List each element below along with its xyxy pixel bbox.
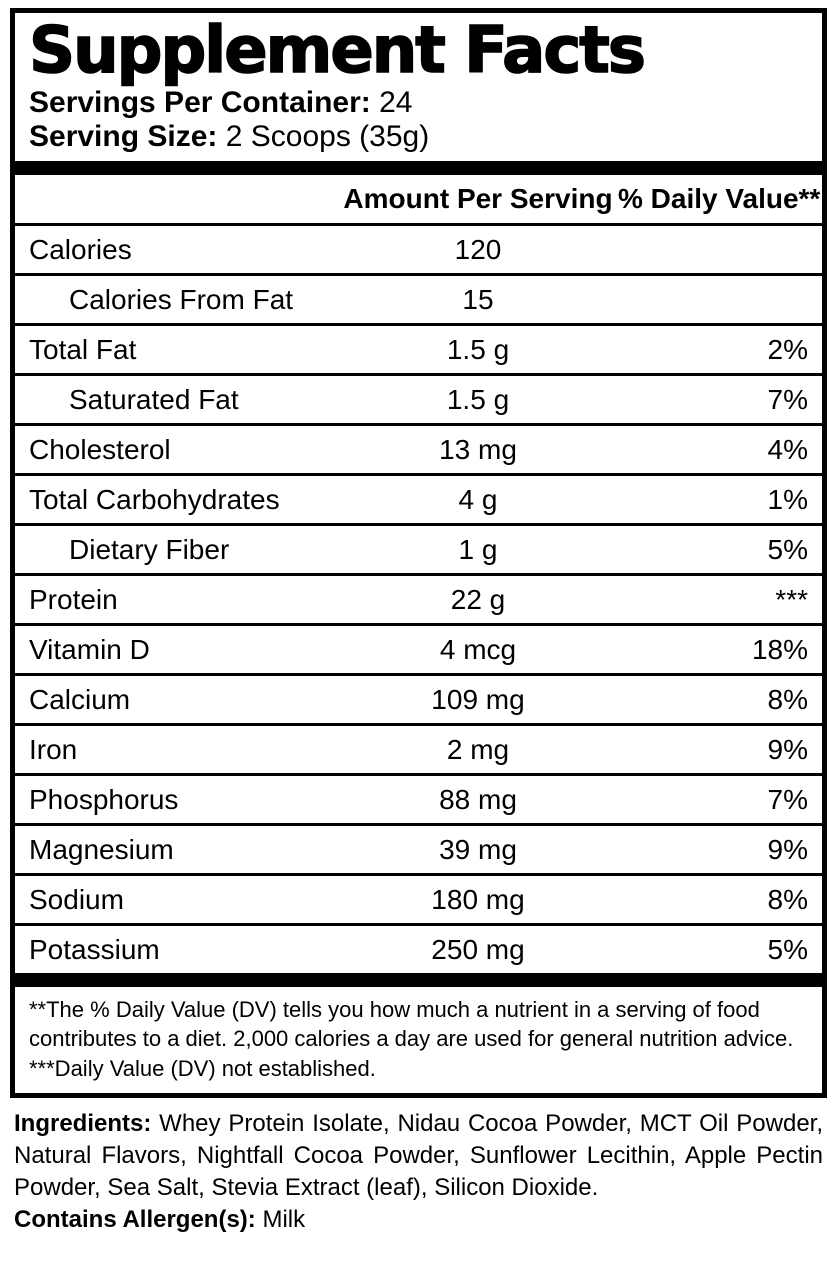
nutrient-rows: Calories 120 Calories From Fat 15 Total … xyxy=(15,223,822,973)
nutrient-daily-value: 4% xyxy=(767,433,808,465)
nutrient-name: Phosphorus xyxy=(29,783,179,815)
nutrient-name: Vitamin D xyxy=(29,633,150,665)
nutrient-amount: 22 g xyxy=(450,583,506,615)
nutrient-row: Phosphorus 88 mg 7% xyxy=(15,773,822,823)
nutrient-name: Dietary Fiber xyxy=(69,533,230,565)
nutrient-daily-value: 5% xyxy=(767,933,808,965)
thick-divider-top xyxy=(15,161,822,176)
nutrient-row: Total Carbohydrates 4 g 1% xyxy=(15,473,822,523)
nutrient-row: Calories 120 xyxy=(15,223,822,273)
allergens-label: Contains Allergen(s): xyxy=(14,1206,256,1234)
nutrient-daily-value: 9% xyxy=(767,833,808,865)
nutrient-amount: 2 mg xyxy=(446,733,510,765)
nutrient-amount: 39 mg xyxy=(439,833,517,865)
nutrient-name: Total Carbohydrates xyxy=(29,483,280,515)
nutrient-row: Calories From Fat 15 xyxy=(15,273,822,323)
ingredients-section: Ingredients: Whey Protein Isolate, Nidau… xyxy=(14,1108,823,1237)
nutrient-name: Cholesterol xyxy=(29,433,171,465)
nutrient-amount: 109 mg xyxy=(431,683,525,715)
nutrient-name: Total Fat xyxy=(29,333,137,365)
nutrient-row: Vitamin D 4 mcg 18% xyxy=(15,623,822,673)
column-header-row: Amount Per Serving % Daily Value** xyxy=(15,175,822,223)
nutrient-amount: 1.5 g xyxy=(446,333,510,365)
nutrient-daily-value: 18% xyxy=(751,633,808,665)
nutrient-daily-value: 5% xyxy=(767,533,808,565)
nutrient-row: Iron 2 mg 9% xyxy=(15,723,822,773)
ingredients-text: Ingredients: Whey Protein Isolate, Nidau… xyxy=(14,1108,823,1204)
ingredients-list: Whey Protein Isolate, Nidau Cocoa Powder… xyxy=(14,1109,823,1201)
nutrient-amount: 15 xyxy=(462,283,494,315)
nutrient-amount: 250 mg xyxy=(431,933,525,965)
supplement-facts-panel: Supplement Facts Servings Per Container:… xyxy=(10,8,827,1098)
serving-size-label: Serving Size: xyxy=(29,119,218,153)
footnotes: **The % Daily Value (DV) tells you how m… xyxy=(15,987,822,1092)
footnote-not-established: ***Daily Value (DV) not established. xyxy=(29,1055,376,1081)
nutrient-daily-value: 2% xyxy=(767,333,808,365)
nutrient-row: Protein 22 g *** xyxy=(15,573,822,623)
nutrient-row: Total Fat 1.5 g 2% xyxy=(15,323,822,373)
nutrient-name: Protein xyxy=(29,583,118,615)
nutrient-name: Saturated Fat xyxy=(69,383,239,415)
nutrient-amount: 13 mg xyxy=(439,433,517,465)
nutrient-amount: 4 g xyxy=(458,483,498,515)
nutrient-daily-value: *** xyxy=(775,583,808,615)
column-header-dv: % Daily Value** xyxy=(618,183,821,215)
nutrient-daily-value: 1% xyxy=(767,483,808,515)
supplement-facts-title: Supplement Facts xyxy=(28,14,647,88)
nutrient-amount: 1.5 g xyxy=(446,383,510,415)
nutrient-name: Potassium xyxy=(29,933,160,965)
nutrient-row: Dietary Fiber 1 g 5% xyxy=(15,523,822,573)
nutrient-amount: 4 mcg xyxy=(439,633,517,665)
nutrient-row: Saturated Fat 1.5 g 7% xyxy=(15,373,822,423)
nutrient-daily-value: 9% xyxy=(767,733,808,765)
nutrient-amount: 180 mg xyxy=(431,883,525,915)
nutrient-row: Sodium 180 mg 8% xyxy=(15,873,822,923)
nutrient-name: Sodium xyxy=(29,883,124,915)
ingredients-label: Ingredients: xyxy=(14,1109,152,1137)
nutrient-daily-value: 8% xyxy=(767,683,808,715)
thick-divider-bottom xyxy=(15,973,822,988)
nutrient-name: Calories xyxy=(29,233,132,265)
nutrient-name: Magnesium xyxy=(29,833,174,865)
nutrient-name: Calories From Fat xyxy=(69,283,294,315)
servings-per-container-value: 24 xyxy=(379,86,413,120)
serving-size-value: 2 Scoops (35g) xyxy=(225,119,430,153)
nutrient-amount: 88 mg xyxy=(439,783,517,815)
nutrient-amount: 1 g xyxy=(458,533,498,565)
nutrient-daily-value: 8% xyxy=(767,883,808,915)
column-header-amount: Amount Per Serving xyxy=(343,183,613,215)
nutrient-row: Magnesium 39 mg 9% xyxy=(15,823,822,873)
servings-per-container: Servings Per Container: 24 xyxy=(29,86,808,120)
nutrient-daily-value: 7% xyxy=(767,783,808,815)
nutrient-row: Cholesterol 13 mg 4% xyxy=(15,423,822,473)
nutrient-amount: 120 xyxy=(454,233,502,265)
servings-per-container-label: Servings Per Container: xyxy=(29,86,371,120)
allergens-text: Contains Allergen(s): Milk xyxy=(14,1204,823,1236)
serving-size: Serving Size: 2 Scoops (35g) xyxy=(29,120,808,154)
nutrient-name: Iron xyxy=(29,733,78,765)
nutrient-name: Calcium xyxy=(29,683,131,715)
nutrient-row: Calcium 109 mg 8% xyxy=(15,673,822,723)
nutrient-row: Potassium 250 mg 5% xyxy=(15,923,822,973)
footnote-daily-value: **The % Daily Value (DV) tells you how m… xyxy=(29,997,794,1052)
allergens-value: Milk xyxy=(255,1206,306,1234)
nutrient-daily-value: 7% xyxy=(767,383,808,415)
